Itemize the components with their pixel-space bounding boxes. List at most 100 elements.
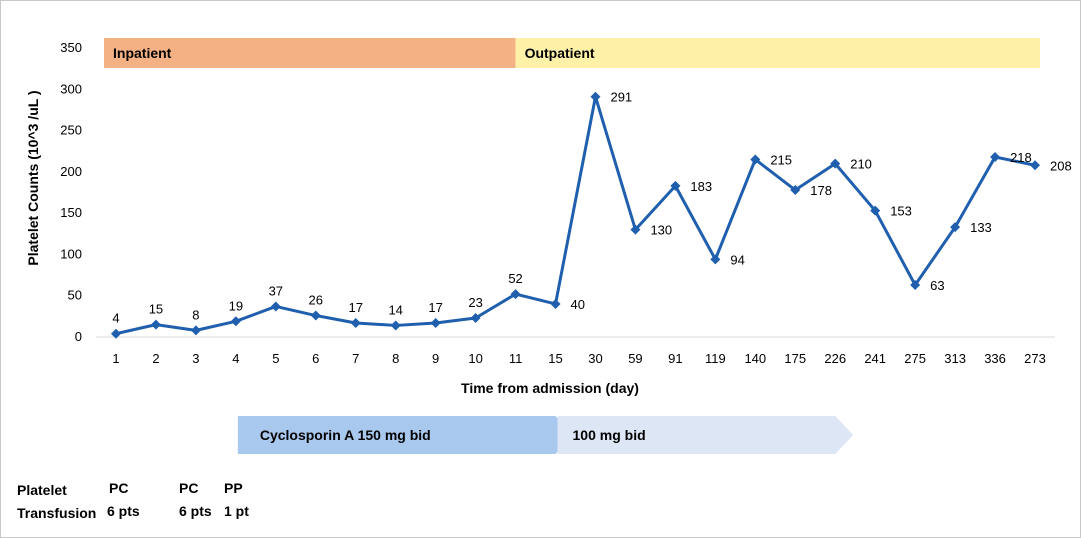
data-point-marker <box>150 319 161 330</box>
data-label: 210 <box>850 157 872 172</box>
data-label: 52 <box>508 271 522 286</box>
x-tick-label: 9 <box>432 351 439 366</box>
x-tick-label: 10 <box>468 351 482 366</box>
treatment-label-1: Cyclosporin A 150 mg bid <box>260 427 431 443</box>
series-line <box>115 95 1036 336</box>
x-tick-label: 273 <box>1024 351 1046 366</box>
phase-label-inpatient: Inpatient <box>113 45 172 61</box>
data-label: 291 <box>610 90 632 105</box>
platelet-series: 4 15 8 19 37 26 17 14 17 23 52 40 291 130 183 94 215 178 2… <box>110 90 1072 339</box>
data-point-marker <box>510 289 521 300</box>
y-tick-label: 150 <box>60 205 82 220</box>
y-tick-label: 0 <box>75 329 82 344</box>
transfusion-event-2-type: PC <box>179 480 199 496</box>
data-label: 17 <box>348 300 362 315</box>
data-point-marker <box>190 325 201 336</box>
data-label: 178 <box>810 183 832 198</box>
x-tick-label: 8 <box>392 351 399 366</box>
data-label: 15 <box>149 302 163 317</box>
data-point-marker <box>830 158 841 169</box>
x-tick-label: 3 <box>192 351 199 366</box>
data-point-marker <box>310 310 321 321</box>
phase-bands: Inpatient Outpatient <box>104 38 1040 68</box>
y-tick-label: 350 <box>60 40 82 55</box>
data-point-marker <box>550 298 561 309</box>
x-tick-label: 275 <box>904 351 926 366</box>
data-point-marker <box>710 254 721 265</box>
data-label: 14 <box>388 302 402 317</box>
x-tick-label: 336 <box>984 351 1006 366</box>
x-axis-title: Time from admission (day) <box>461 380 639 396</box>
data-point-marker <box>230 316 241 327</box>
data-label: 26 <box>309 293 323 308</box>
data-point-marker <box>870 205 881 216</box>
data-label: 17 <box>428 300 442 315</box>
x-tick-label: 241 <box>864 351 886 366</box>
data-label: 94 <box>730 252 744 267</box>
data-label: 153 <box>890 204 912 219</box>
data-point-marker <box>110 328 121 339</box>
data-point-marker <box>470 313 481 324</box>
data-label: 130 <box>650 223 672 238</box>
y-tick-label: 200 <box>60 164 82 179</box>
data-label: 63 <box>930 278 944 293</box>
transfusion-event-3-type: PP <box>224 480 243 496</box>
x-tick-label: 313 <box>944 351 966 366</box>
data-label: 19 <box>229 298 243 313</box>
data-label: 215 <box>770 152 792 167</box>
treatment-arrows: Cyclosporin A 150 mg bid 100 mg bid <box>237 416 854 454</box>
x-tick-label: 11 <box>509 351 523 366</box>
treatment-label-2: 100 mg bid <box>573 427 646 443</box>
y-tick-label: 250 <box>60 123 82 138</box>
data-label: 133 <box>970 220 992 235</box>
x-tick-label: 15 <box>548 351 562 366</box>
x-tick-label: 5 <box>272 351 279 366</box>
data-point-marker <box>270 301 281 312</box>
y-tick-label: 300 <box>60 81 82 96</box>
x-tick-label: 1 <box>112 351 119 366</box>
data-point-marker <box>670 180 681 191</box>
data-point-marker <box>790 185 801 196</box>
data-point-marker <box>750 154 761 165</box>
transfusion-label-line1: Platelet <box>17 482 67 498</box>
x-tick-label: 30 <box>588 351 602 366</box>
data-point-marker <box>910 279 921 290</box>
data-point-marker <box>950 222 961 233</box>
data-label: 218 <box>1010 150 1032 165</box>
phase-label-outpatient: Outpatient <box>525 45 595 61</box>
data-point-marker <box>350 317 361 328</box>
transfusion-event-1-type: PC <box>109 480 129 496</box>
y-tick-label: 100 <box>60 246 82 261</box>
y-tick-label: 50 <box>68 288 82 303</box>
data-label: 37 <box>269 283 283 298</box>
phase-band-inpatient <box>104 38 516 68</box>
data-label: 8 <box>192 307 199 322</box>
data-point-marker <box>630 224 641 235</box>
x-tick-label: 4 <box>232 351 239 366</box>
transfusion-event-1-amount: 6 pts <box>107 503 140 519</box>
data-label: 40 <box>571 297 585 312</box>
x-tick-label: 59 <box>628 351 642 366</box>
transfusion-event-3-amount: 1 pt <box>224 503 249 519</box>
x-tick-label: 91 <box>668 351 682 366</box>
transfusion-label-line2: Transfusion <box>17 505 97 521</box>
data-label: 4 <box>112 311 119 326</box>
treatment-arrow-2 <box>557 416 854 454</box>
x-tick-label: 7 <box>352 351 359 366</box>
data-label: 23 <box>468 295 482 310</box>
data-label: 208 <box>1050 158 1072 173</box>
data-point-marker <box>390 320 401 331</box>
data-label: 183 <box>690 179 712 194</box>
data-point-marker <box>590 91 601 102</box>
x-tick-label: 175 <box>784 351 806 366</box>
data-point-marker <box>430 317 441 328</box>
y-axis-title: Platelet Counts (10^3 /uL ) <box>25 90 41 265</box>
x-tick-label: 6 <box>312 351 319 366</box>
transfusion-event-2-amount: 6 pts <box>179 503 212 519</box>
phase-band-outpatient <box>515 38 1040 68</box>
x-tick-label: 2 <box>152 351 159 366</box>
data-point-marker <box>990 151 1001 162</box>
data-point-marker <box>1030 160 1041 171</box>
